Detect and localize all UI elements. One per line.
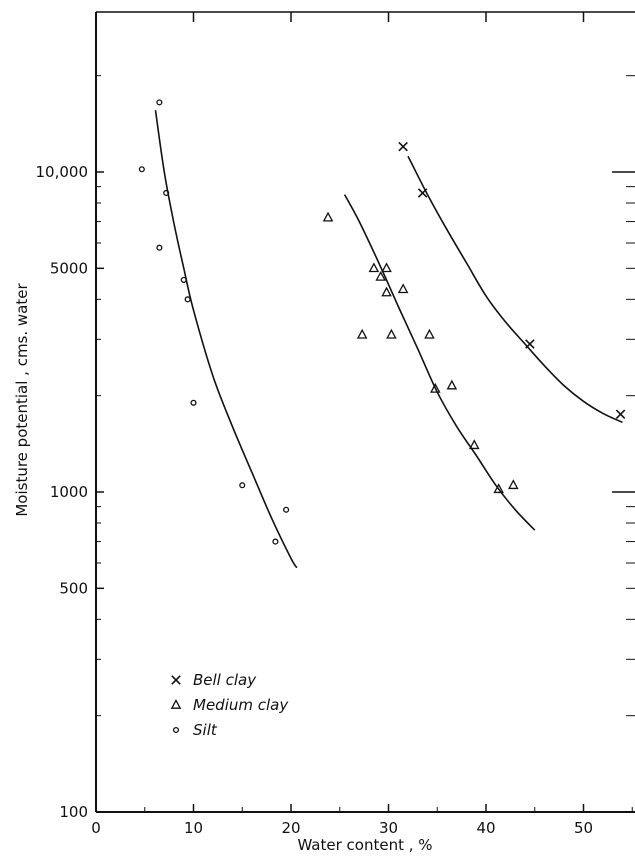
curve-medium-clay <box>343 194 536 531</box>
x-tick-label: 20 <box>281 819 300 837</box>
x-axis-label: Water content , % <box>297 836 432 854</box>
point-silt <box>138 166 145 173</box>
x-tick-label: 30 <box>379 819 398 837</box>
x-tick-label: 40 <box>476 819 495 837</box>
point-silt <box>156 244 163 251</box>
point-medium-clay <box>381 262 392 273</box>
point-medium-clay <box>386 328 397 339</box>
point-silt <box>239 482 246 489</box>
point-medium-clay <box>375 270 386 281</box>
legend-label-bell-clay: Bell clay <box>193 671 257 689</box>
x-tick-label: 10 <box>184 819 203 837</box>
point-silt <box>272 538 279 545</box>
point-bell-clay <box>525 339 535 349</box>
point-medium-clay <box>322 211 334 222</box>
x-tick-label: 0 <box>91 819 101 837</box>
y-tick-label: 1000 <box>50 483 88 501</box>
legend-marker-medium-clay <box>170 699 182 709</box>
legend: Bell clay Medium clay Silt <box>170 671 289 739</box>
legend-label-silt: Silt <box>193 721 218 739</box>
y-tick-label: 500 <box>59 579 88 597</box>
y-tick-label: 100 <box>59 803 88 821</box>
point-silt <box>163 189 170 197</box>
x-axis-ticks: 0 10 20 30 40 50 <box>91 12 633 837</box>
point-medium-clay <box>381 286 392 297</box>
y-tick-label: 5000 <box>50 259 88 277</box>
series-silt <box>138 99 290 545</box>
point-bell-clay <box>417 188 428 198</box>
y-axis-label: Moisture potential , cms. water <box>13 283 31 517</box>
point-silt <box>190 399 197 406</box>
plot-frame <box>95 11 635 813</box>
series-bell-clay <box>398 141 626 419</box>
fitted-curves <box>154 110 623 569</box>
point-bell-clay <box>615 409 626 419</box>
curve-silt <box>154 110 298 569</box>
legend-symbol-silt <box>172 726 180 734</box>
point-medium-clay <box>424 328 435 339</box>
legend-symbol-bell-clay <box>171 675 181 685</box>
legend-marker-silt <box>172 726 180 734</box>
data-points <box>138 99 626 545</box>
point-silt <box>156 99 163 106</box>
y-axis-ticks: 100 500 1000 5000 10,000 <box>36 75 635 821</box>
y-tick-label: 10,000 <box>36 163 89 181</box>
point-medium-clay <box>368 262 380 273</box>
point-silt <box>184 296 191 303</box>
point-silt <box>180 276 187 283</box>
point-silt <box>283 506 290 513</box>
curve-bell-clay <box>407 155 623 424</box>
point-medium-clay <box>508 479 519 490</box>
point-medium-clay <box>430 382 441 393</box>
point-medium-clay <box>397 283 409 294</box>
point-medium-clay <box>356 328 368 339</box>
legend-label-medium-clay: Medium clay <box>193 696 289 714</box>
series-medium-clay <box>322 211 519 494</box>
point-medium-clay <box>469 439 480 450</box>
point-bell-clay <box>398 141 408 152</box>
point-medium-clay <box>446 379 458 390</box>
x-tick-label: 50 <box>574 819 593 837</box>
legend-symbol-medium-clay <box>170 699 182 709</box>
legend-marker-bell-clay <box>171 675 181 685</box>
point-medium-clay <box>493 483 504 494</box>
